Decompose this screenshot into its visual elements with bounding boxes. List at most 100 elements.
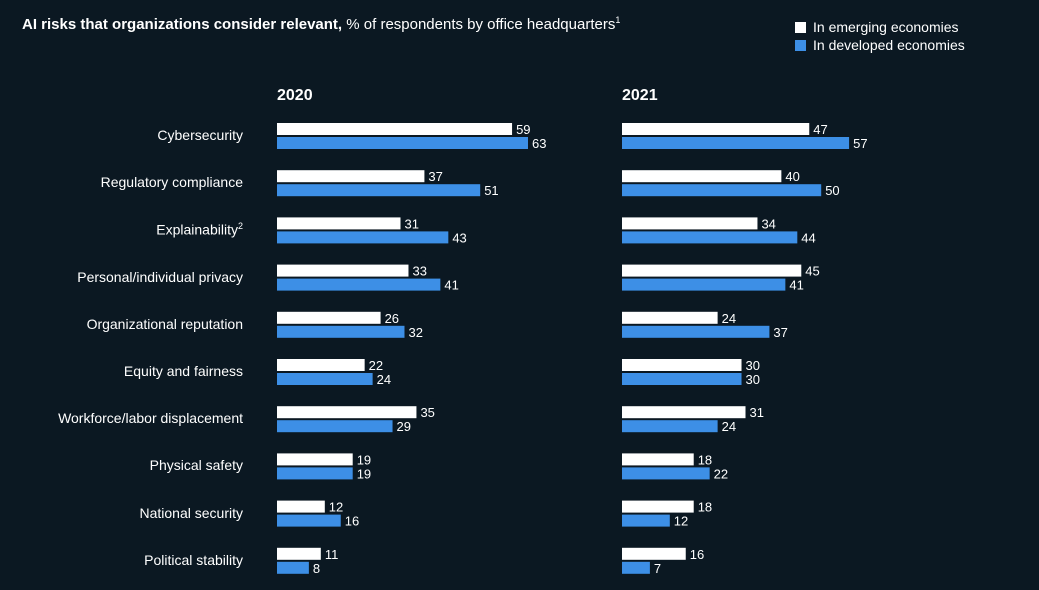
- data-label-2021-developed: 24: [722, 419, 736, 434]
- data-label-2020-developed: 51: [484, 183, 498, 198]
- category-label: Workforce/labor displacement: [58, 410, 243, 426]
- data-label-2021-developed: 22: [714, 466, 728, 481]
- bar-2021-emerging: [622, 170, 782, 183]
- category-label-text: Cybersecurity: [157, 127, 243, 143]
- category-label-text: Political stability: [144, 551, 243, 568]
- data-label-2020-developed: 32: [408, 325, 422, 340]
- data-label-2021-emerging: 45: [805, 264, 819, 279]
- panel-title-2021: 2021: [622, 87, 658, 104]
- legend-item-developed: In developed economies: [795, 36, 965, 54]
- data-label-2020-emerging: 26: [385, 311, 399, 326]
- bar-2020-developed: [277, 278, 441, 291]
- data-label-2021-emerging: 34: [761, 216, 775, 231]
- data-label-2020-emerging: 31: [405, 216, 419, 231]
- bar-2021-emerging: [622, 217, 758, 230]
- data-label-2021-developed: 12: [674, 514, 688, 529]
- data-label-2020-emerging: 35: [420, 405, 434, 420]
- bar-2021-emerging: [622, 123, 810, 135]
- data-label-2021-developed: 30: [746, 372, 760, 387]
- category-label-text: Explainability: [156, 222, 238, 239]
- bar-2020-emerging: [277, 500, 325, 513]
- bar-2020-emerging: [277, 406, 417, 419]
- bar-2020-emerging: [277, 264, 409, 277]
- category-label: Regulatory compliance: [101, 174, 243, 190]
- category-label: Explainability2: [156, 221, 243, 238]
- bar-2020-developed: [277, 420, 393, 433]
- category-label-text: Organizational reputation: [86, 315, 243, 332]
- data-label-2020-emerging: 11: [325, 547, 339, 562]
- legend-swatch-developed: [795, 39, 806, 51]
- bar-2021-emerging: [622, 264, 802, 277]
- data-label-2020-developed: 63: [532, 136, 546, 151]
- bar-2021-emerging: [622, 500, 694, 513]
- data-label-2020-emerging: 33: [412, 264, 426, 279]
- category-label-text: Physical safety: [149, 457, 243, 474]
- data-label-2021-emerging: 18: [698, 500, 712, 515]
- bar-2021-developed: [622, 420, 718, 433]
- legend-swatch-emerging: [795, 21, 806, 33]
- data-label-2021-developed: 50: [825, 183, 839, 198]
- bar-2020-developed: [277, 184, 481, 197]
- data-label-2020-emerging: 12: [329, 500, 343, 515]
- bar-2021-developed: [622, 184, 822, 197]
- category-label: Physical safety: [150, 457, 243, 473]
- category-label-text: Personal/individual privacy: [77, 268, 243, 285]
- data-label-2020-developed: 43: [452, 230, 466, 245]
- data-label-2021-developed: 7: [654, 561, 661, 576]
- data-label-2021-emerging: 24: [722, 311, 736, 326]
- data-label-2021-emerging: 30: [746, 358, 760, 373]
- bar-2021-developed: [622, 561, 650, 574]
- bar-2020-developed: [277, 325, 405, 338]
- category-label-text: National security: [139, 504, 244, 521]
- bar-2020-developed: [277, 561, 309, 574]
- category-label-text: Regulatory compliance: [100, 174, 243, 191]
- bar-2020-developed: [277, 467, 353, 480]
- category-label: National security: [140, 505, 244, 521]
- category-label: Personal/individual privacy: [77, 269, 243, 285]
- bar-2021-developed: [622, 325, 770, 338]
- category-label: Cybersecurity: [157, 127, 243, 143]
- data-label-2021-developed: 41: [789, 278, 803, 293]
- bar-2020-emerging: [277, 453, 353, 466]
- data-label-2021-emerging: 31: [750, 405, 764, 420]
- data-label-2020-developed: 29: [397, 419, 411, 434]
- chart-title-bold: AI risks that organizations consider rel…: [22, 16, 343, 33]
- data-label-2020-developed: 8: [313, 561, 320, 576]
- data-label-2021-emerging: 47: [813, 122, 827, 137]
- data-label-2021-emerging: 18: [698, 452, 712, 467]
- data-label-2020-emerging: 22: [369, 358, 383, 373]
- data-label-2021-developed: 37: [773, 325, 787, 340]
- chart-title-normal: % of respondents by office headquarters: [346, 16, 616, 33]
- title-footnote: 1: [615, 15, 621, 25]
- data-label-2021-emerging: 40: [785, 169, 799, 184]
- bar-2020-emerging: [277, 123, 513, 135]
- bar-2021-emerging: [622, 359, 742, 371]
- bar-2020-emerging: [277, 359, 365, 371]
- bar-2021-developed: [622, 373, 742, 385]
- bar-2021-emerging: [622, 453, 694, 466]
- bar-2020-emerging: [277, 311, 381, 324]
- category-label: Organizational reputation: [87, 316, 243, 332]
- category-label-text: Workforce/labor displacement: [58, 410, 243, 427]
- bar-2021-emerging: [622, 406, 746, 419]
- bar-2021-developed: [622, 231, 798, 244]
- bar-2021-developed: [622, 137, 850, 149]
- bar-2020-developed: [277, 514, 341, 527]
- legend-label-developed: In developed economies: [813, 37, 965, 53]
- bar-2020-developed: [277, 137, 528, 149]
- chart-title: AI risks that organizations consider rel…: [22, 15, 620, 33]
- data-label-2021-developed: 57: [853, 136, 867, 151]
- bar-2021-developed: [622, 514, 670, 527]
- legend-item-emerging: In emerging economies: [795, 18, 965, 36]
- panel-title-2020: 2020: [277, 87, 313, 104]
- category-label-text: Equity and fairness: [123, 363, 243, 379]
- bar-2020-developed: [277, 231, 449, 244]
- category-footnote: 2: [237, 221, 243, 232]
- data-label-2020-developed: 24: [377, 372, 391, 387]
- legend-label-emerging: In emerging economies: [813, 19, 959, 35]
- category-label: Political stability: [144, 552, 243, 568]
- bar-2021-emerging: [622, 311, 718, 324]
- category-label: Equity and fairness: [124, 363, 243, 379]
- data-label-2020-developed: 19: [357, 466, 371, 481]
